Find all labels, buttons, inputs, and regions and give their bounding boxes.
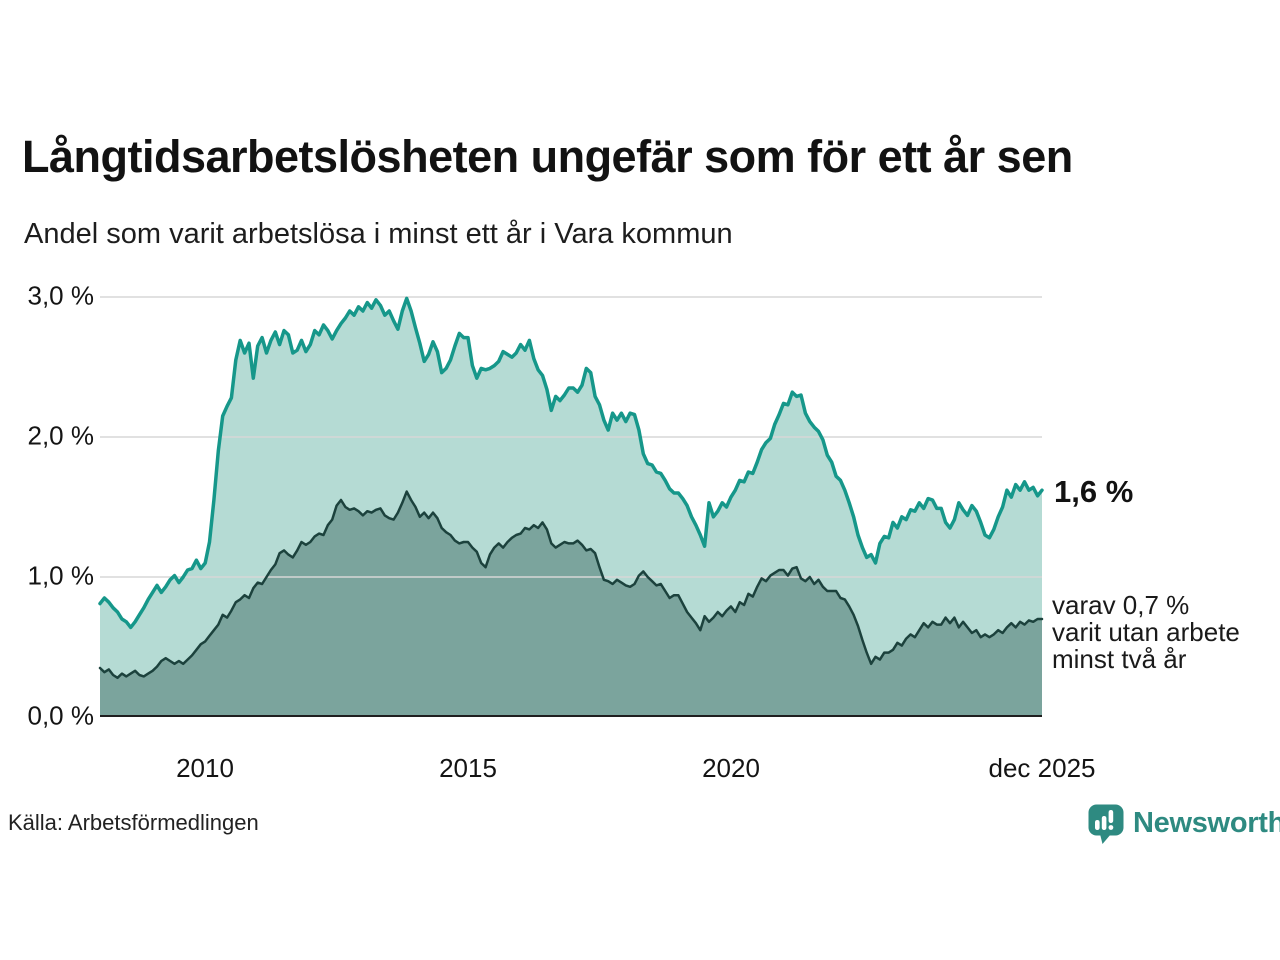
y-tick-label-0: 0,0 % xyxy=(27,700,95,731)
area-two-years-fill xyxy=(100,491,1042,717)
chart-subtitle: Andel som varit arbetslösa i minst ett å… xyxy=(24,218,733,250)
plot-area xyxy=(98,296,1044,717)
newsworthy-logo: Newsworthy xyxy=(1087,803,1280,850)
annotation-line-1: varav 0,7 % xyxy=(1052,590,1190,620)
gridlines xyxy=(100,296,1042,578)
newsworthy-wordmark: Newsworthy xyxy=(1133,807,1280,839)
x-tick-label-dec-2025: dec 2025 xyxy=(988,753,1096,783)
annotation-line-3: minst två år xyxy=(1052,644,1187,674)
series-end-value-label: 1,6 % xyxy=(1054,474,1134,509)
y-tick-label-3: 3,0 % xyxy=(27,280,95,311)
annotation-line-2: varit utan arbete xyxy=(1052,617,1240,647)
line-two-years xyxy=(98,490,1044,680)
page-title: Långtidsarbetslösheten ungefär som för e… xyxy=(22,131,1073,182)
x-tick-label-2015: 2015 xyxy=(439,753,497,783)
chart-svg xyxy=(98,296,1044,717)
x-tick-label-2010: 2010 xyxy=(176,753,234,783)
series-annotation-two-years: varav 0,7 % varit utan arbete minst två … xyxy=(1052,592,1240,673)
line-total xyxy=(98,296,1044,630)
source-attribution: Källa: Arbetsförmedlingen xyxy=(8,810,259,835)
newsworthy-speech-bubble-barchart-icon xyxy=(1087,803,1125,850)
y-tick-label-1: 1,0 % xyxy=(27,560,95,591)
x-tick-label-2020: 2020 xyxy=(702,753,760,783)
y-tick-label-2: 2,0 % xyxy=(27,420,95,451)
